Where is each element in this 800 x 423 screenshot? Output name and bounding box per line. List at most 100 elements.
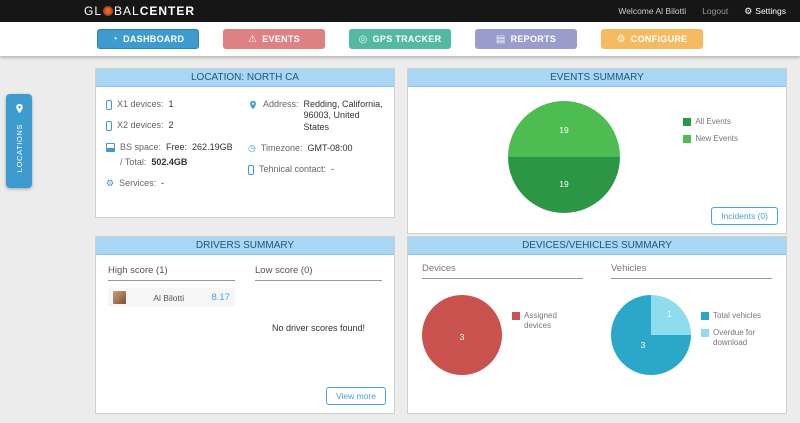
contact-phone-icon: [248, 165, 254, 175]
address-value: Redding, California, 96003, United State…: [303, 99, 383, 132]
bs-total-label: / Total:: [120, 156, 147, 167]
vehicles-pie-chart: 3 1: [611, 295, 691, 375]
bs-total-value: 502.4GB: [151, 156, 188, 167]
nav-gps-tracker-label: GPS TRACKER: [372, 34, 442, 44]
configure-gear-icon: ⚙: [616, 33, 626, 45]
timezone-clock-icon: ◷: [248, 142, 256, 153]
nav-reports-button[interactable]: ▤ REPORTS: [475, 29, 577, 49]
settings-label: Settings: [755, 6, 786, 16]
timezone-label: Timezone:: [260, 142, 303, 153]
devices-legend: Assigned devices: [512, 311, 576, 375]
legend-swatch-overdue-download: [701, 329, 709, 337]
address-label: Address:: [263, 99, 299, 109]
legend-new-events: New Events: [683, 134, 738, 144]
events-panel-body: 19 19 All Events New Events Incidents (0…: [408, 87, 786, 233]
services-row: ⚙ Services: -: [106, 178, 248, 189]
welcome-text: Welcome Al Bilotti: [618, 6, 687, 16]
high-score-column: High score (1) Al Bilotti 8.17: [108, 265, 235, 403]
events-summary-panel: EVENTS SUMMARY 19 19 All Events New Even…: [407, 68, 787, 234]
events-panel-title: EVENTS SUMMARY: [408, 69, 786, 87]
nav-events-button[interactable]: ⚠ EVENTS: [223, 29, 325, 49]
incidents-button[interactable]: Incidents (0): [711, 207, 778, 225]
services-gear-icon: ⚙: [106, 178, 115, 188]
address-pin-icon: [248, 100, 258, 113]
low-score-header: Low score (0): [255, 265, 382, 281]
logo-text-center: CENTER: [139, 4, 196, 18]
nav-dashboard-label: DASHBOARD: [123, 34, 185, 44]
legend-all-events: All Events: [683, 117, 738, 127]
top-bar-right: Welcome Al Bilotti Logout ⚙ Settings: [618, 6, 786, 17]
events-warning-icon: ⚠: [247, 33, 258, 45]
legend-label-assigned-devices: Assigned devices: [524, 311, 557, 330]
legend-swatch-all-events: [683, 118, 692, 126]
bs-free-value: 262.19GB: [192, 141, 233, 152]
events-pie-label-new: 19: [559, 125, 569, 136]
legend-overdue-download: Overdue for download: [701, 328, 765, 348]
logo-globe-icon: [103, 6, 114, 16]
timezone-row: ◷ Timezone: GMT-08:00: [248, 143, 386, 154]
x1-devices-row: X1 devices: 1: [106, 99, 248, 110]
vehicles-pie-label-overdue: 1: [667, 309, 672, 320]
device-icon: [106, 100, 112, 110]
devices-vehicles-title: DEVICES/VEHICLES SUMMARY: [408, 237, 786, 255]
settings-link[interactable]: ⚙ Settings: [744, 6, 786, 17]
top-bar: GL BAL CENTER Welcome Al Bilotti Logout ⚙ S…: [0, 0, 800, 22]
bs-space-row: BS space: Free: 262.19GB: [106, 142, 248, 153]
events-pie-chart: 19 19: [508, 101, 620, 213]
legend-total-vehicles: Total vehicles: [701, 311, 765, 321]
vehicles-pie-label-total: 3: [640, 339, 646, 350]
vehicles-section: Vehicles 3 1 Total vehicles: [611, 263, 772, 405]
nav-configure-label: CONFIGURE: [630, 34, 688, 44]
events-pie-label-all: 19: [559, 178, 569, 189]
legend-label-new-events: New Events: [695, 134, 738, 143]
x1-devices-label: X1 devices:: [117, 99, 164, 109]
technical-contact-row: Tehnical contact: -: [248, 164, 386, 175]
legend-swatch-assigned-devices: [512, 312, 520, 320]
legend-label-overdue-download: Overdue for download: [713, 328, 756, 347]
gps-target-icon: ◎: [358, 33, 368, 45]
nav-reports-label: REPORTS: [510, 34, 557, 44]
legend-assigned-devices: Assigned devices: [512, 311, 576, 331]
locations-side-tab[interactable]: LOCATIONS: [6, 94, 32, 188]
devices-vehicles-panel: DEVICES/VEHICLES SUMMARY Devices 3 Assig…: [407, 236, 787, 414]
bs-space-label: BS space:: [120, 141, 162, 152]
bs-free-label: Free:: [166, 141, 188, 152]
devices-section: Devices 3 Assigned devices: [422, 263, 583, 405]
locations-tab-label: LOCATIONS: [14, 124, 24, 173]
vehicles-header: Vehicles: [611, 263, 772, 279]
x2-devices-label: X2 devices:: [117, 120, 164, 131]
driver-row[interactable]: Al Bilotti 8.17: [108, 288, 235, 307]
nav-gps-tracker-button[interactable]: ◎ GPS TRACKER: [349, 29, 451, 49]
nav-configure-button[interactable]: ⚙ CONFIGURE: [601, 29, 703, 49]
location-pin-icon: [14, 101, 25, 119]
dashboard-icon: ◔: [111, 33, 119, 45]
x1-devices-value: 1: [168, 99, 174, 109]
legend-swatch-total-vehicles: [701, 312, 709, 320]
view-more-button[interactable]: View more: [326, 387, 386, 405]
legend-swatch-new-events: [683, 135, 692, 143]
services-label: Services:: [119, 178, 157, 188]
driver-avatar: [113, 291, 126, 304]
settings-wrench-icon: ⚙: [744, 5, 753, 16]
location-panel-title: LOCATION: NORTH CA: [96, 69, 394, 87]
events-legend: All Events New Events: [683, 117, 738, 151]
app-logo: GL BAL CENTER: [84, 4, 195, 18]
device-icon: [106, 121, 112, 132]
devices-chart-row: 3 Assigned devices: [422, 289, 583, 375]
no-scores-message: No driver scores found!: [271, 323, 366, 333]
low-score-column: Low score (0) No driver scores found!: [255, 265, 382, 403]
devices-header: Devices: [422, 263, 583, 279]
location-left-column: X1 devices: 1 X2 devices: 2 BS space: Fr…: [106, 99, 248, 199]
drivers-panel-body: High score (1) Al Bilotti 8.17 Low score…: [96, 255, 394, 413]
technical-contact-label: Tehnical contact:: [259, 164, 327, 174]
nav-dashboard-button[interactable]: ◔ DASHBOARD: [97, 29, 199, 49]
logout-link[interactable]: Logout: [702, 6, 729, 16]
timezone-value: GMT-08:00: [307, 142, 353, 153]
location-panel: LOCATION: NORTH CA X1 devices: 1 X2 devi…: [95, 68, 395, 218]
x2-devices-row: X2 devices: 2: [106, 120, 248, 132]
driver-score: 8.17: [211, 292, 231, 303]
services-value: -: [161, 178, 165, 188]
address-row: Address: Redding, California, 96003, Uni…: [248, 99, 386, 133]
location-right-column: Address: Redding, California, 96003, Uni…: [248, 99, 386, 199]
